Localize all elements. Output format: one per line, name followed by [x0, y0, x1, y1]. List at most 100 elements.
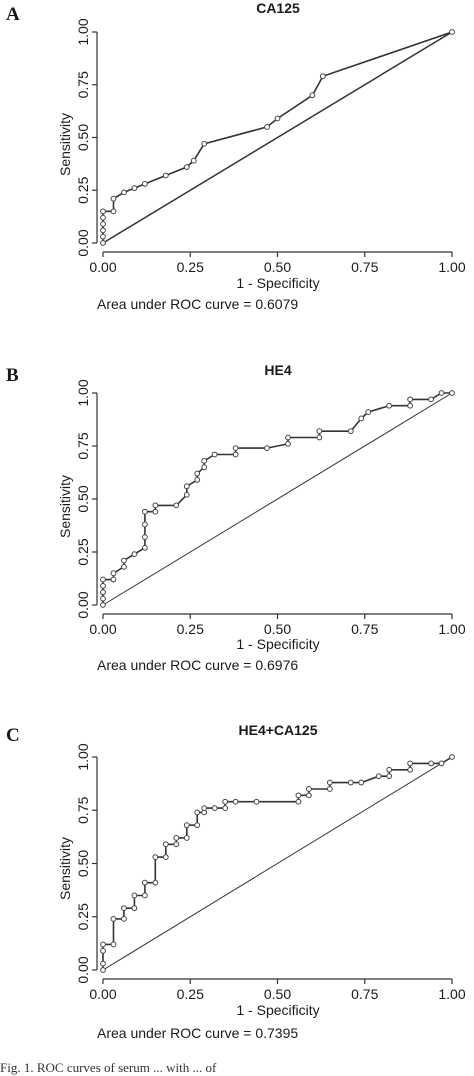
panel-letter-a: A: [6, 4, 20, 25]
roc-point: [141, 508, 148, 515]
x-axis-label-a: 1 - Specificity: [236, 275, 320, 291]
roc-point: [194, 477, 201, 483]
roc-point: [316, 428, 323, 435]
roc-point: [152, 854, 159, 861]
y-tick-label: 0.25: [75, 538, 91, 565]
roc-point: [121, 905, 127, 912]
roc-point: [141, 534, 148, 541]
y-tick-label: 0.25: [75, 903, 91, 930]
roc-point: [449, 390, 455, 396]
roc-point: [306, 786, 312, 792]
x-tick-label: 1.00: [438, 259, 465, 275]
roc-point: [438, 390, 445, 396]
roc-point: [285, 434, 291, 441]
reference-diagonal: [102, 756, 453, 971]
roc-point: [110, 195, 117, 202]
x-tick-label: 0.75: [351, 621, 378, 637]
roc-point: [326, 786, 333, 792]
y-tick-label: 1.00: [75, 379, 91, 406]
roc-point: [100, 947, 106, 954]
roc-point: [162, 841, 169, 848]
panel-letter-b: B: [6, 365, 19, 386]
x-tick-label: 0.50: [264, 621, 291, 637]
roc-point: [173, 835, 180, 841]
roc-point: [100, 240, 106, 246]
roc-point: [121, 189, 127, 196]
roc-point: [428, 760, 434, 767]
roc-point: [253, 798, 260, 805]
chart-title-he4-ca125: HE4+CA125: [238, 722, 318, 738]
x-axis-label-c: 1 - Specificity: [236, 1002, 320, 1018]
roc-point: [141, 892, 148, 899]
y-tick-label: 0.50: [75, 485, 91, 512]
roc-point: [347, 428, 354, 435]
roc-point: [194, 822, 201, 829]
roc-point: [201, 805, 208, 812]
roc-point: [110, 915, 117, 922]
y-tick-label: 1.00: [75, 743, 91, 770]
roc-point: [141, 521, 148, 528]
x-tick-label: 0.00: [89, 986, 116, 1002]
roc-point: [375, 773, 382, 780]
x-tick-label: 0.50: [264, 259, 291, 275]
roc-point: [100, 576, 106, 583]
y-tick-label: 0.75: [75, 71, 91, 98]
roc-point: [100, 221, 106, 227]
roc-point: [131, 185, 138, 192]
roc-point: [100, 967, 106, 973]
reference-diagonal: [102, 392, 453, 606]
roc-point: [100, 227, 106, 234]
roc-point: [232, 445, 239, 452]
roc-point: [152, 502, 159, 509]
roc-point: [110, 576, 117, 583]
roc-point: [264, 445, 270, 452]
roc-point: [183, 483, 190, 490]
roc-point: [428, 396, 434, 403]
x-tick-label: 0.25: [177, 621, 204, 637]
roc-point: [232, 798, 239, 805]
auc-label-b: Area under ROC curve = 0.6976: [97, 657, 299, 673]
chart-title-ca125: CA125: [256, 0, 300, 16]
roc-point: [183, 491, 190, 498]
y-tick-label: 0.00: [75, 229, 91, 256]
roc-point: [121, 557, 127, 564]
roc-point: [309, 92, 316, 99]
x-tick-label: 0.00: [89, 621, 116, 637]
roc-point: [110, 570, 117, 577]
roc-curve-line: [102, 392, 452, 605]
y-tick-label: 0.50: [75, 124, 91, 151]
x-tick-label: 0.00: [89, 259, 116, 275]
roc-point: [121, 915, 127, 922]
roc-point: [110, 208, 117, 215]
auc-label-c: Area under ROC curve = 0.7395: [97, 1025, 299, 1041]
roc-point: [201, 140, 208, 147]
x-tick-label: 0.75: [351, 986, 378, 1002]
roc-point: [201, 464, 208, 471]
roc-point: [131, 905, 138, 912]
roc-point: [183, 822, 190, 829]
roc-point: [386, 766, 393, 773]
y-tick-label: 0.75: [75, 796, 91, 823]
roc-point: [141, 544, 148, 551]
roc-point: [141, 879, 148, 886]
roc-point: [201, 457, 208, 464]
y-tick-label: 0.25: [75, 176, 91, 203]
x-tick-label: 0.25: [177, 259, 204, 275]
roc-point: [274, 115, 281, 122]
roc-point: [211, 451, 218, 458]
roc-point: [407, 402, 414, 409]
roc-point: [100, 960, 106, 967]
x-tick-label: 0.25: [177, 986, 204, 1002]
roc-point: [407, 760, 414, 767]
roc-point: [222, 798, 229, 805]
roc-point: [316, 434, 323, 441]
roc-point: [173, 502, 180, 509]
roc-point: [100, 214, 106, 221]
roc-point: [152, 508, 159, 515]
panel-letter-c: C: [6, 725, 20, 746]
roc-point: [190, 157, 197, 164]
roc-point: [131, 892, 138, 899]
roc-point: [194, 809, 201, 816]
roc-point: [141, 181, 148, 187]
